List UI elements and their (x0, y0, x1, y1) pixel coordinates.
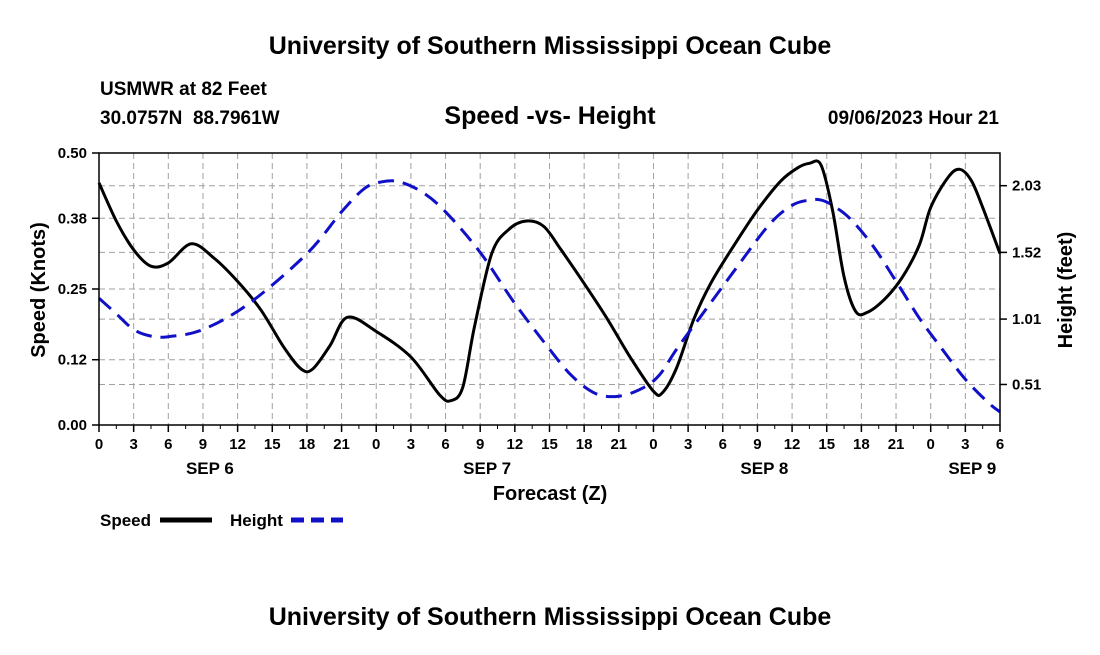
legend-height-label: Height (230, 511, 283, 530)
x-tick-label: 18 (299, 436, 316, 453)
y-tick-label: 0.00 (58, 417, 87, 434)
x-tick-label: 6 (996, 436, 1004, 453)
x-tick-label: 6 (441, 436, 449, 453)
y2-tick-label: 1.01 (1012, 311, 1041, 328)
height-series-line (97, 179, 1001, 414)
x-tick-label: 12 (229, 436, 246, 453)
chart-header-title: University of Southern Mississippi Ocean… (269, 32, 832, 60)
x-tick-label: 18 (576, 436, 593, 453)
x-tick-label: 6 (164, 436, 172, 453)
x-tick-label: 6 (719, 436, 727, 453)
x-tick-label: 0 (649, 436, 657, 453)
x-axis-label: Forecast (Z) (493, 483, 607, 505)
y2-tick-label: 0.51 (1012, 376, 1041, 393)
y-axis-label: Speed (Knots) (28, 222, 50, 358)
y-tick-label: 0.38 (58, 210, 87, 227)
x-tick-label: 0 (372, 436, 380, 453)
legend: Speed Height (100, 511, 343, 530)
x-tick-label: 3 (129, 436, 137, 453)
footer-title: University of Southern Mississippi Ocean… (269, 603, 832, 631)
x-tick-label: 3 (407, 436, 415, 453)
x-tick-label: 9 (199, 436, 207, 453)
x-tick-label: 21 (610, 436, 627, 453)
day-label: SEP 9 (948, 459, 996, 478)
y2-tick-label: 2.03 (1012, 178, 1041, 195)
x-tick-label: 15 (818, 436, 835, 453)
y-tick-label: 0.50 (58, 145, 87, 162)
forecast-timestamp: 09/06/2023 Hour 21 (828, 108, 1000, 129)
y-tick-label: 0.25 (58, 281, 87, 298)
x-tick-label: 3 (961, 436, 969, 453)
y2-axis-label: Height (feet) (1055, 232, 1077, 349)
x-tick-label: 18 (853, 436, 870, 453)
y-tick-label: 0.12 (58, 352, 87, 369)
x-tick-label: 21 (333, 436, 350, 453)
x-tick-label: 9 (476, 436, 484, 453)
x-tick-label: 12 (784, 436, 801, 453)
x-tick-label: 12 (507, 436, 524, 453)
series-layer (97, 159, 1002, 414)
x-tick-label: 3 (684, 436, 692, 453)
x-tick-label: 15 (264, 436, 281, 453)
station-label: USMWR at 82 Feet (100, 79, 267, 100)
x-tick-label: 0 (95, 436, 103, 453)
chart-subtitle: Speed -vs- Height (444, 102, 656, 130)
legend-speed-label: Speed (100, 511, 151, 530)
y2-tick-label: 1.52 (1012, 244, 1041, 261)
day-label: SEP 7 (463, 459, 511, 478)
x-tick-label: 21 (888, 436, 905, 453)
x-tick-label: 0 (927, 436, 935, 453)
x-tick-label: 15 (541, 436, 558, 453)
station-coords: 30.0757N 88.7961W (100, 108, 280, 129)
axes: 0 3 6 9 12 15 18 21 0 3 6 9 12 15 18 21 0 3 6 9 12 15 18 21 0 3 6S… (58, 145, 1041, 478)
day-label: SEP 8 (740, 459, 788, 478)
day-label: SEP 6 (186, 459, 234, 478)
grid-lines (99, 153, 1000, 425)
speed-series-line (97, 159, 1002, 403)
x-tick-label: 9 (753, 436, 761, 453)
